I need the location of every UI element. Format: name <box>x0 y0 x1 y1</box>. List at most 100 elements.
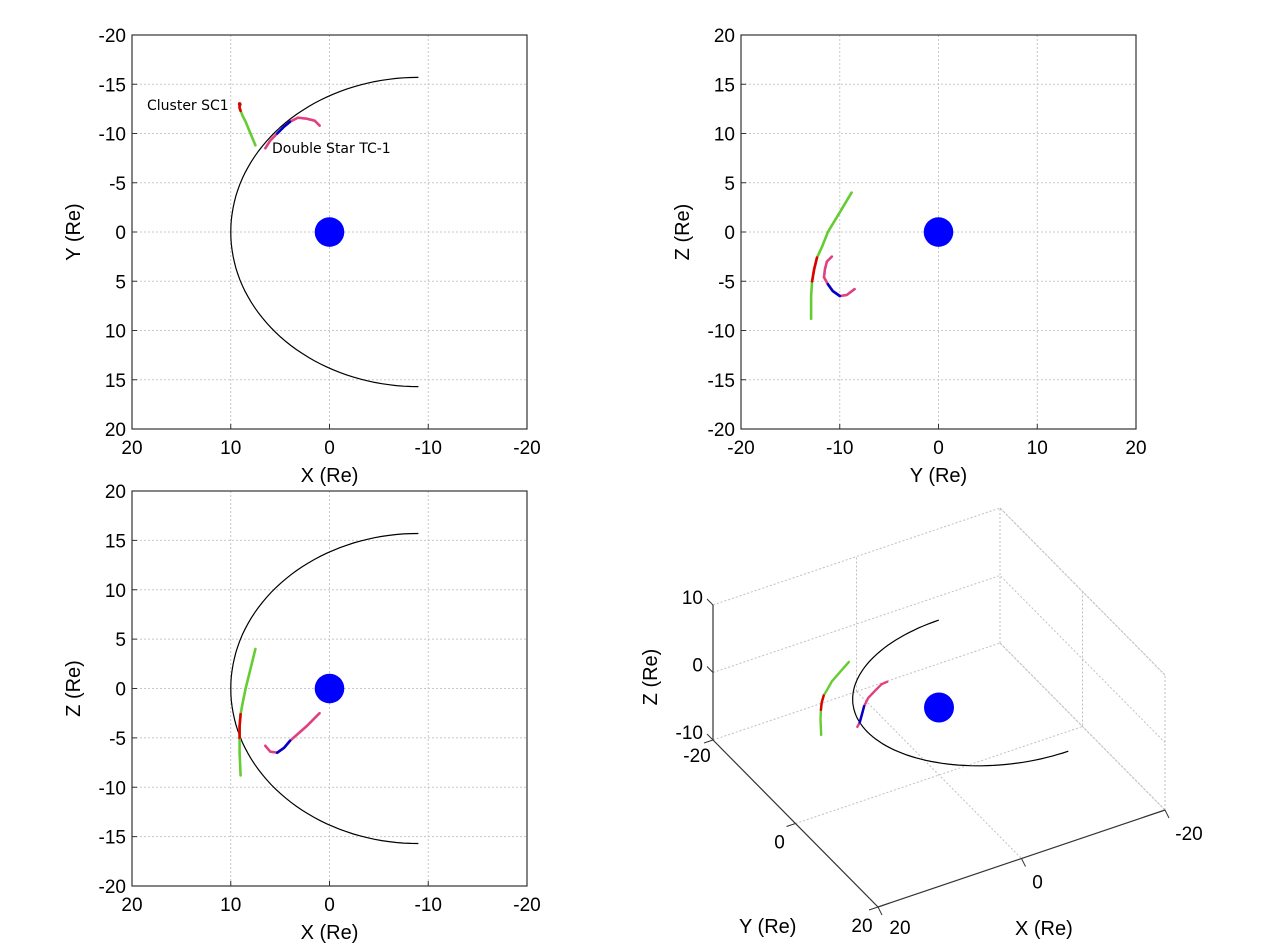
x-axis-label-yz: Y (Re) <box>910 465 967 487</box>
y-tick-mark <box>703 739 714 744</box>
x-tick-label: 10 <box>220 895 241 916</box>
x-tick-label: -20 <box>513 895 540 916</box>
y-ticks-xz: 20 15 10 5 0 -5 -10 -15 -20 <box>99 482 137 898</box>
x-axis-label-3d: X (Re) <box>1015 918 1073 940</box>
y-tick-label: 5 <box>115 630 126 651</box>
marks-yz <box>809 191 954 320</box>
double-star-highlight-segment <box>858 705 866 724</box>
y-tick-mark <box>786 823 796 827</box>
earth-marker <box>314 217 345 247</box>
x-tick-label: 0 <box>933 438 944 459</box>
y-tick-label: -20 <box>99 877 126 898</box>
y-tick-label: -15 <box>708 371 735 392</box>
grid-xy <box>132 35 527 429</box>
cluster-highlight-segment <box>819 694 825 712</box>
x-tick-label: -20 <box>513 438 540 459</box>
cluster-start-marker <box>237 102 242 106</box>
marks-3d <box>819 619 1069 767</box>
y-tick-label: 0 <box>115 680 126 701</box>
z-tick-label: 10 <box>682 588 703 609</box>
x-tick-label: 0 <box>1032 873 1043 894</box>
grid-floor-edge <box>999 642 1166 811</box>
y-tick-label: 5 <box>115 272 126 293</box>
y-tick-label: -10 <box>708 322 735 343</box>
marks-xy <box>230 76 419 388</box>
y-tick-label: 15 <box>105 531 126 552</box>
double-star-highlight-segment <box>275 120 292 135</box>
y-tick-label: 10 <box>105 581 126 602</box>
double-star-trajectory <box>264 711 321 755</box>
x-tick-label: -20 <box>727 438 754 459</box>
y-tick-label: 10 <box>105 322 126 343</box>
y-axis-label-3d: Y (Re) <box>739 916 796 938</box>
y-tick-label: 0 <box>115 223 126 244</box>
earth-marker <box>923 217 954 247</box>
y-tick-label: -5 <box>109 729 126 750</box>
panel-xz: 20 10 0 -10 -20 20 15 10 5 0 -5 -10 -15 -20 X (Re) Z… <box>63 482 541 944</box>
z-tick-mark <box>706 733 714 741</box>
x-tick-label: 0 <box>324 438 335 459</box>
annotation-double-star-tc1: Double Star TC-1 <box>272 141 391 157</box>
y-tick-label: -20 <box>683 746 710 767</box>
x-ticks-xy: 20 10 0 -10 -20 <box>121 424 541 459</box>
annotation-cluster-sc1: Cluster SC1 <box>147 98 229 114</box>
y-tick-label: 20 <box>105 420 126 441</box>
x-tick-label: -20 <box>1175 824 1202 845</box>
grid-line-y <box>795 591 1083 824</box>
grid-3d <box>712 507 1166 859</box>
x-tick-label: 20 <box>121 895 142 916</box>
earth-marker <box>924 692 954 723</box>
x-ticks-yz: -20 -10 0 10 20 <box>727 424 1147 459</box>
y-ticks-xy: -20 -15 -10 -5 0 5 10 15 20 <box>99 26 137 441</box>
y-axis-label-yz: Z (Re) <box>672 204 694 261</box>
y-axis-label-xy: Y (Re) <box>63 203 85 260</box>
x-tick-label: 20 <box>121 438 142 459</box>
grid-yz <box>741 35 1136 429</box>
cluster-highlight-segment <box>810 256 819 283</box>
grid-top-edge <box>999 507 1166 676</box>
y-tick-label: 10 <box>714 125 735 146</box>
x-tick-mark <box>1164 809 1170 819</box>
z-tick-mark <box>706 598 714 606</box>
grid-line-x-floor <box>856 691 1022 859</box>
bow-shock-line <box>230 76 419 388</box>
cluster-trajectory <box>238 647 257 777</box>
y-tick-label: -10 <box>99 778 126 799</box>
y-tick-label: 20 <box>105 482 126 503</box>
y-tick-label: -15 <box>99 75 126 96</box>
y-tick-label: -10 <box>99 125 126 146</box>
grid-line-z <box>712 507 1166 676</box>
x-axis-label-xy: X (Re) <box>301 465 359 487</box>
bow-shock-line <box>230 532 419 845</box>
y-tick-label: -20 <box>99 26 126 47</box>
grid-line-z <box>712 574 1166 743</box>
cluster-highlight-segment <box>238 104 242 113</box>
y-tick-label: 0 <box>774 833 785 854</box>
y-tick-label: -5 <box>718 272 735 293</box>
y-tick-label: 20 <box>714 26 735 47</box>
x-tick-mark <box>1021 858 1026 867</box>
y-tick-label: -15 <box>99 828 126 849</box>
x-tick-label: 20 <box>1125 438 1146 459</box>
grid-line-z <box>712 642 1166 811</box>
x-tick-label: 0 <box>324 895 335 916</box>
earth-marker <box>314 673 345 704</box>
y-tick-label: -5 <box>109 174 126 195</box>
x-tick-label: -10 <box>415 438 442 459</box>
x-tick-label: 10 <box>1027 438 1048 459</box>
x-tick-label: -10 <box>415 895 442 916</box>
panel-yz: -20 -10 0 10 20 20 15 10 5 0 -5 -10 -15 -20 Y (Re) Z… <box>672 26 1147 487</box>
y-tick-label: 20 <box>851 916 872 937</box>
bow-shock-line <box>852 619 1069 767</box>
marks-xz <box>230 532 419 845</box>
y-tick-mark <box>868 906 879 911</box>
y-tick-label: 0 <box>724 223 735 244</box>
x-tick-mark <box>877 906 883 916</box>
y-tick-label: 15 <box>105 371 126 392</box>
panel-xy: 20 10 0 -10 -20 -20 -15 -10 -5 0 5 10 15 20 X (Re) Y… <box>63 26 541 487</box>
z-tick-label: 0 <box>692 656 703 677</box>
cluster-trajectory <box>238 103 257 147</box>
x-ticks-xz: 20 10 0 -10 -20 <box>121 881 541 916</box>
